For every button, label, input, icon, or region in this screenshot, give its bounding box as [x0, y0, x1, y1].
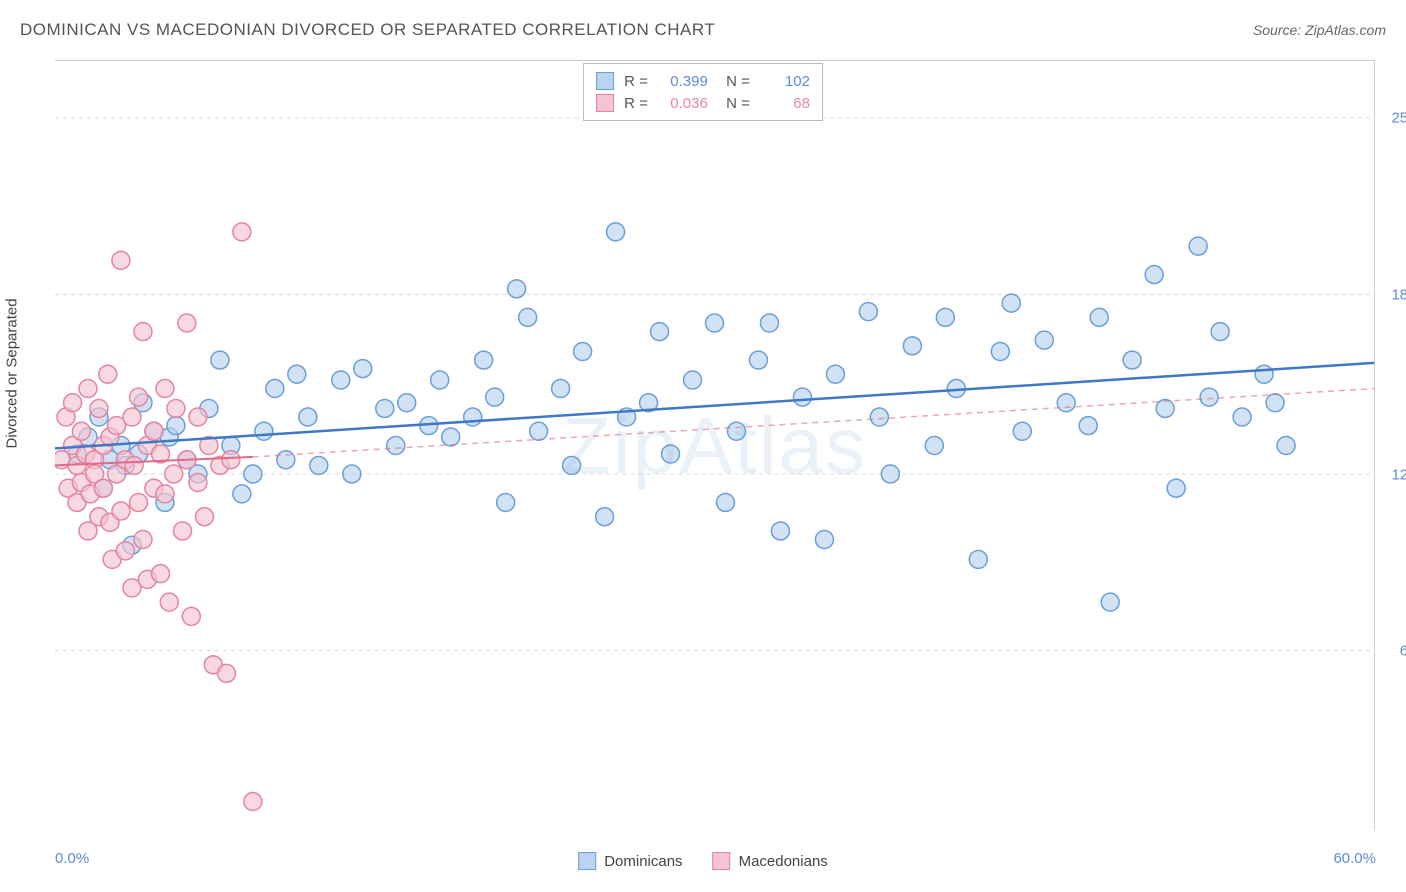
- legend-swatch-icon: [596, 72, 614, 90]
- scatter-plot-svg: [55, 61, 1374, 830]
- source-label: Source: ZipAtlas.com: [1253, 22, 1386, 38]
- legend-swatch-icon: [596, 94, 614, 112]
- n-value: 102: [760, 73, 810, 90]
- y-tick-label: 25.0%: [1391, 110, 1406, 127]
- stats-legend-row: R = 0.036 N = 68: [596, 92, 810, 114]
- y-axis-label: Divorced or Separated: [4, 298, 21, 448]
- n-label: N =: [718, 95, 750, 112]
- r-label: R =: [624, 95, 648, 112]
- y-tick-label: 12.5%: [1391, 466, 1406, 483]
- bottom-legend: Dominicans Macedonians: [578, 852, 828, 870]
- title-bar: DOMINICAN VS MACEDONIAN DIVORCED OR SEPA…: [20, 20, 1386, 40]
- legend-label: Macedonians: [739, 853, 828, 870]
- stats-legend: R = 0.399 N = 102 R = 0.036 N = 68: [583, 63, 823, 121]
- r-label: R =: [624, 73, 648, 90]
- legend-item: Dominicans: [578, 852, 682, 870]
- legend-label: Dominicans: [604, 853, 682, 870]
- x-axis-max-label: 60.0%: [1333, 850, 1376, 867]
- stats-legend-row: R = 0.399 N = 102: [596, 70, 810, 92]
- n-value: 68: [760, 95, 810, 112]
- r-value: 0.036: [658, 95, 708, 112]
- y-tick-label: 6.3%: [1400, 643, 1406, 660]
- chart-container: DOMINICAN VS MACEDONIAN DIVORCED OR SEPA…: [0, 0, 1406, 892]
- n-label: N =: [718, 73, 750, 90]
- legend-item: Macedonians: [713, 852, 828, 870]
- r-value: 0.399: [658, 73, 708, 90]
- plot-area: ZipAtlas 6.3%12.5%18.8%25.0%: [55, 60, 1375, 830]
- y-tick-label: 18.8%: [1391, 286, 1406, 303]
- legend-swatch-icon: [578, 852, 596, 870]
- legend-swatch-icon: [713, 852, 731, 870]
- chart-title: DOMINICAN VS MACEDONIAN DIVORCED OR SEPA…: [20, 20, 715, 40]
- x-axis-min-label: 0.0%: [55, 850, 89, 867]
